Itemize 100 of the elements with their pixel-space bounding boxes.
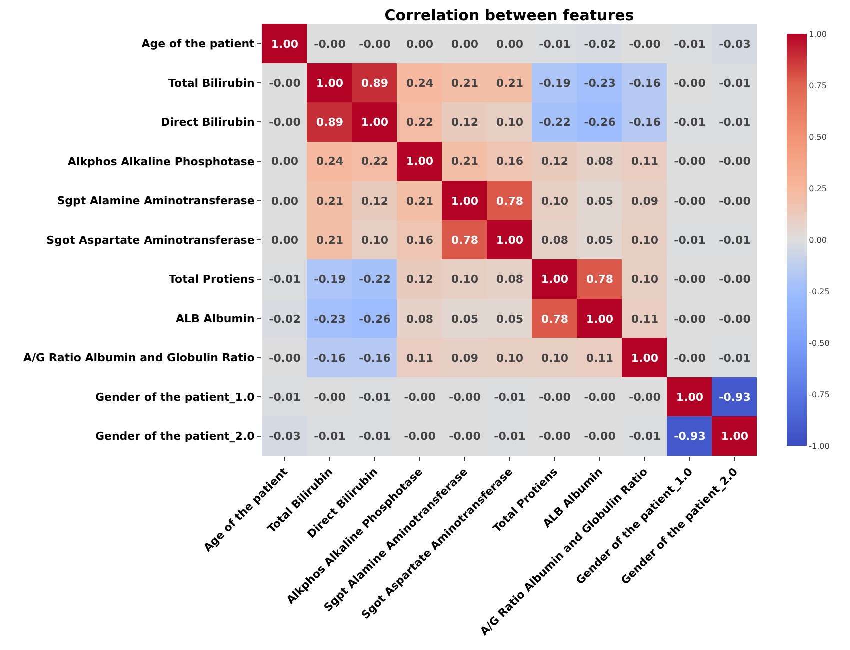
data-label: -0.00	[269, 116, 302, 129]
data-label: -0.00	[674, 76, 706, 90]
data-label: 0.24	[316, 154, 344, 168]
data-label: -0.22	[359, 272, 391, 286]
color-bar-label: -0.75	[809, 390, 830, 400]
data-label: 0.00	[406, 38, 434, 51]
data-label: 0.10	[361, 234, 389, 247]
data-label: 0.05	[451, 312, 479, 326]
data-label: -0.00	[539, 430, 572, 443]
data-label: -0.93	[719, 390, 751, 404]
y-tick-label: Sgot Aspartate Aminotransferase	[46, 234, 255, 247]
data-label: -0.26	[584, 116, 616, 129]
chart-title: Correlation between features	[384, 6, 634, 24]
data-label: -0.01	[719, 116, 751, 129]
data-label: -0.01	[269, 390, 301, 404]
data-label: -0.01	[629, 430, 661, 443]
data-label: 0.10	[541, 352, 569, 365]
data-label: -0.19	[314, 272, 346, 286]
data-label: -0.00	[269, 76, 302, 90]
data-label: -0.00	[584, 390, 616, 404]
data-label: 0.10	[541, 194, 569, 208]
data-label: 1.00	[361, 116, 389, 129]
y-tick-label: Direct Bilirubin	[160, 116, 255, 130]
data-label: -0.00	[449, 390, 482, 404]
data-label: -0.00	[359, 38, 392, 51]
y-tick-label: Total Protiens	[169, 273, 256, 286]
data-label: -0.01	[359, 430, 391, 443]
data-label: 1.00	[406, 154, 434, 168]
data-label: 0.11	[631, 312, 659, 326]
color-bar-label: 0.00	[809, 236, 827, 245]
data-label: 0.21	[406, 194, 434, 208]
data-label: 0.89	[361, 76, 389, 90]
data-label: -0.00	[629, 38, 662, 51]
data-label: 0.22	[406, 116, 434, 129]
data-label: -0.00	[269, 352, 302, 365]
data-label: -0.16	[314, 352, 346, 365]
data-label: 0.08	[586, 154, 614, 168]
color-bar-label: 0.25	[809, 184, 827, 194]
data-label: 0.16	[406, 234, 434, 247]
color-bar-label: -0.25	[809, 287, 830, 296]
data-label: -0.00	[719, 154, 752, 168]
data-label: -0.01	[359, 390, 391, 404]
data-label: -0.23	[314, 312, 346, 326]
data-label: 0.78	[586, 272, 614, 286]
y-tick-label: Gender of the patient_1.0	[95, 390, 256, 404]
data-label: -0.01	[719, 352, 751, 365]
data-label: 0.22	[361, 154, 389, 168]
data-label: -0.01	[674, 234, 706, 247]
data-label: 0.05	[586, 234, 614, 247]
y-tick-label: Total Bilirubin	[168, 76, 255, 90]
color-bar-label: -0.50	[809, 338, 830, 348]
data-label: -0.19	[539, 76, 571, 90]
color-bar-label: -1.00	[809, 442, 830, 451]
data-label: 0.10	[496, 352, 524, 365]
data-label: 1.00	[676, 390, 704, 404]
data-label: -0.00	[674, 194, 706, 208]
data-label: 0.11	[406, 352, 434, 365]
data-label: 0.00	[496, 38, 524, 51]
data-label: -0.00	[539, 390, 572, 404]
data-label: 1.00	[541, 272, 569, 286]
data-label: 0.21	[451, 154, 479, 168]
y-tick-label: A/G Ratio Albumin and Globulin Ratio	[24, 352, 256, 365]
data-label: 0.08	[496, 272, 524, 286]
data-label: -0.00	[674, 352, 706, 365]
y-tick-label: Age of the patient	[142, 37, 255, 50]
data-label: -0.00	[719, 312, 752, 326]
data-label: 0.08	[406, 312, 434, 326]
data-label: 1.00	[631, 352, 659, 365]
data-label: 0.10	[451, 272, 479, 286]
data-label: 0.89	[316, 116, 344, 129]
data-label: -0.00	[449, 430, 482, 443]
data-label: -0.01	[269, 272, 301, 286]
color-bar-label: 0.75	[809, 81, 827, 90]
data-label: 0.00	[271, 154, 299, 168]
data-label: 0.09	[451, 352, 479, 365]
data-label: 0.78	[541, 312, 569, 326]
color-bar-label: 1.00	[809, 30, 827, 39]
data-label: 0.21	[316, 194, 344, 208]
y-tick-label: ALB Albumin	[176, 312, 255, 326]
data-label: -0.00	[719, 194, 752, 208]
data-label: 0.12	[541, 154, 569, 168]
data-label: 0.78	[496, 194, 524, 208]
data-label: -0.00	[314, 390, 346, 404]
data-label: -0.93	[674, 430, 706, 443]
data-label: -0.00	[314, 38, 346, 51]
data-label: -0.01	[719, 234, 751, 247]
data-label: 1.00	[271, 38, 299, 51]
data-label: 0.10	[496, 116, 524, 129]
data-label: -0.01	[719, 76, 751, 90]
data-label: 0.08	[541, 234, 569, 247]
data-label: -0.03	[269, 430, 301, 443]
data-label: 0.21	[316, 234, 344, 247]
data-label: 0.78	[451, 234, 479, 247]
color-bar-label: 0.50	[809, 132, 827, 142]
data-label: 0.11	[586, 352, 614, 365]
data-label: 0.10	[631, 272, 659, 286]
data-label: -0.01	[674, 38, 706, 51]
data-label: -0.16	[359, 352, 392, 365]
data-label: 0.05	[586, 194, 614, 208]
data-label: -0.00	[404, 390, 436, 404]
